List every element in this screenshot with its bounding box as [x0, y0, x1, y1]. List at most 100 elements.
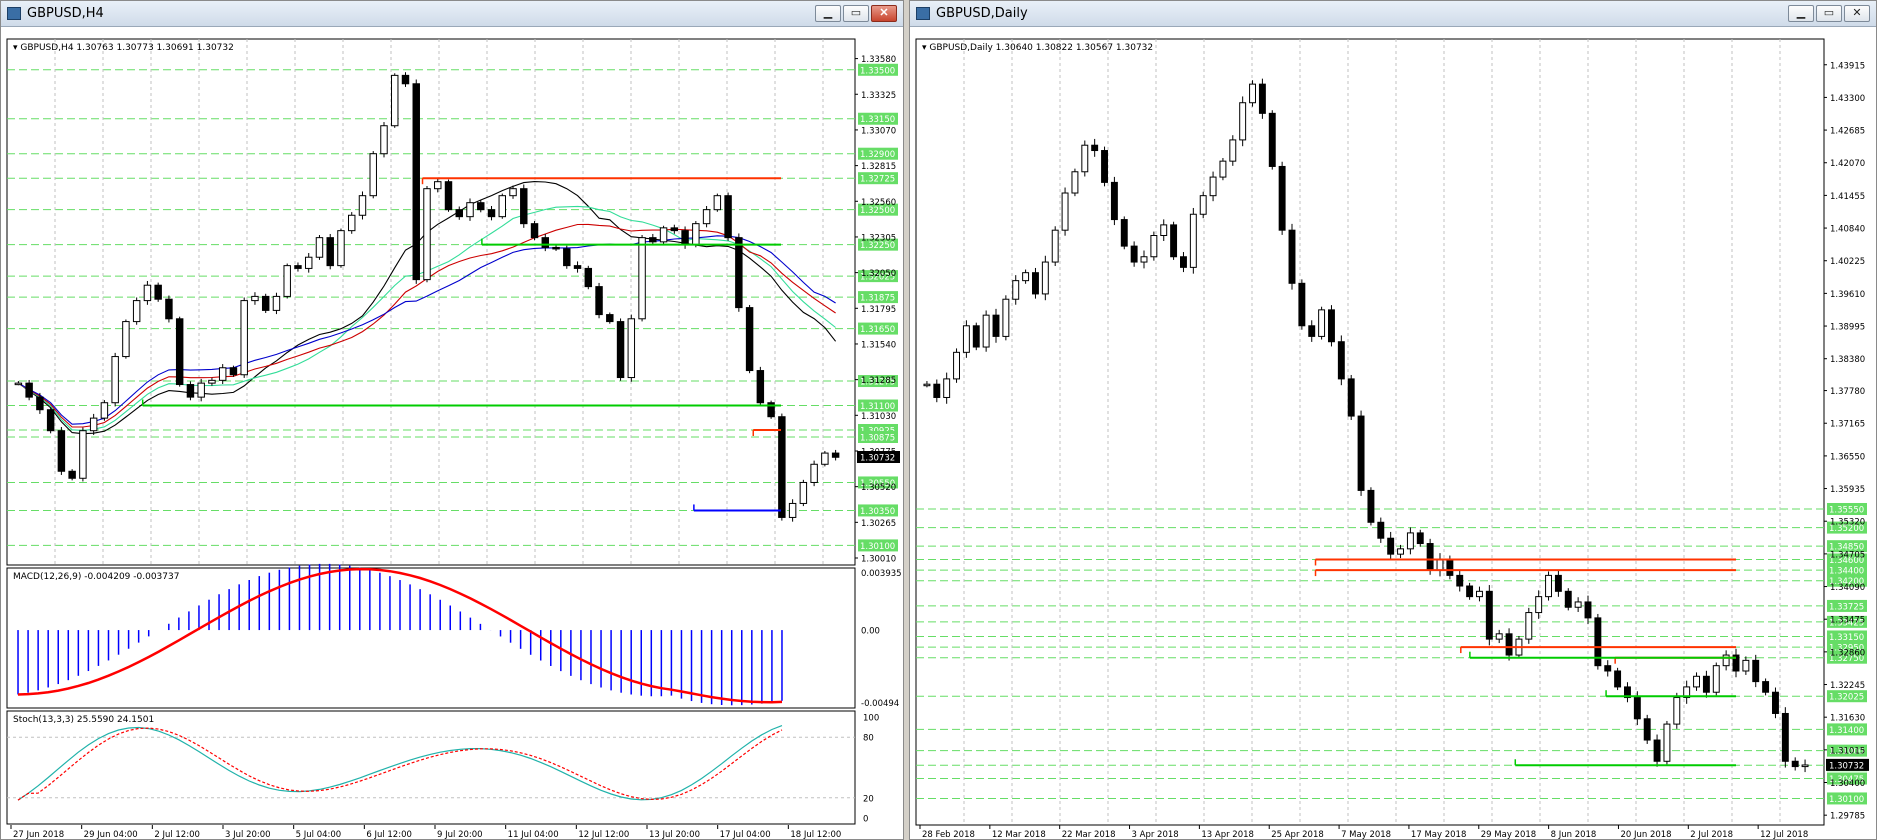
price-tick-label: 1.32305 [861, 233, 896, 243]
daily-window-title: GBPUSD,Daily [936, 6, 1028, 21]
candle-body [1525, 612, 1533, 640]
time-label: 29 May 2018 [1481, 830, 1536, 839]
time-label: 13 Jul 20:00 [649, 830, 700, 839]
candle-body [111, 356, 119, 404]
close-button[interactable]: ✕ [1844, 5, 1870, 22]
candle-body [218, 367, 227, 381]
price-tick-label: 1.43300 [1830, 94, 1865, 104]
stoch-tick-label: 80 [863, 734, 874, 744]
candle-body [79, 430, 87, 479]
candle-body [477, 202, 485, 211]
candle-body [552, 246, 560, 250]
candle-body [455, 209, 463, 218]
candle-body [487, 209, 496, 218]
price-tick-label: 1.40225 [1830, 257, 1865, 267]
maximize-button[interactable]: ▭ [843, 5, 869, 22]
candle-body [294, 265, 302, 269]
candle-body [1416, 532, 1424, 545]
candle-body [724, 195, 732, 239]
window-splitter[interactable] [904, 0, 909, 840]
level-label-bg [858, 63, 898, 76]
candle-body [1209, 176, 1217, 197]
maximize-button[interactable]: ▭ [1816, 5, 1842, 22]
h4-titlebar[interactable]: GBPUSD,H4 ▁ ▭ ✕ [1, 1, 903, 27]
price-tick-label: 1.33580 [861, 55, 896, 65]
candle-body [1505, 633, 1513, 656]
level-label: 1.32500 [860, 206, 895, 216]
level-label: 1.34600 [1829, 556, 1864, 566]
level-label: 1.33500 [860, 66, 895, 76]
level-label: 1.30100 [1829, 795, 1864, 805]
candle-body [434, 181, 442, 190]
price-tick-label: 1.30010 [861, 555, 896, 565]
candle-body [799, 481, 808, 504]
candle-body [1466, 585, 1474, 598]
level-label: 1.32900 [860, 150, 895, 160]
price-tick-label: 1.33070 [861, 126, 896, 136]
candle-body [466, 202, 474, 218]
candle-body [208, 379, 216, 384]
candle-body [261, 295, 270, 311]
minimize-button[interactable]: ▁ [815, 5, 841, 22]
candle-body [1041, 261, 1049, 295]
candle-body [444, 181, 453, 211]
candle-body [563, 248, 571, 267]
level-label: 1.35200 [1829, 524, 1864, 534]
level-label-bg [1827, 792, 1867, 805]
candle-body [154, 284, 162, 300]
candle-body [1387, 537, 1395, 555]
candle-body [1002, 298, 1010, 337]
candle-body [1742, 659, 1750, 672]
candle-body [1554, 574, 1562, 592]
candle-body [1584, 601, 1592, 619]
h4-chart-window[interactable]: GBPUSD,H4 ▁ ▭ ✕ 1.33500 1.33150 1.32900 1.3… [0, 0, 904, 840]
price-pane-frame [6, 38, 856, 566]
candle-body [606, 314, 614, 323]
candle-body [541, 237, 550, 248]
candle-body [186, 384, 195, 398]
close-button[interactable]: ✕ [871, 5, 897, 22]
minimize-button[interactable]: ▁ [1788, 5, 1814, 22]
candle-body [57, 430, 66, 472]
time-label: 27 Jun 2018 [13, 830, 64, 839]
level-label-bg [1827, 641, 1867, 654]
candle-body [1239, 102, 1247, 141]
candle-body [1772, 691, 1779, 714]
candle-body [1673, 697, 1681, 725]
level-label-bg [858, 375, 898, 388]
h4-chart[interactable]: 1.33500 1.33150 1.32900 1.32725 1.32500 1.322… [1, 27, 903, 839]
candle-body [831, 452, 840, 458]
level-label: 1.33150 [860, 115, 895, 125]
daily-chart[interactable]: 1.35550 1.35200 1.34850 1.346001.344001.342… [910, 27, 1876, 839]
level-label-bg [1827, 599, 1867, 612]
candle-body [380, 125, 388, 155]
price-pane-frame [915, 38, 1825, 826]
daily-chart-window[interactable]: GBPUSD,Daily ▁ ▭ ✕ 1.35550 1.35200 1.34850… [909, 0, 1877, 840]
daily-titlebar[interactable]: GBPUSD,Daily ▁ ▭ ✕ [910, 1, 1876, 27]
time-label: 18 Jul 12:00 [790, 830, 841, 839]
price-tick-label: 1.31030 [861, 412, 896, 422]
candle-body [1170, 224, 1178, 258]
candle-body [358, 195, 367, 216]
candle-body [1308, 325, 1316, 337]
candle-body [229, 367, 238, 376]
candle-body [1347, 378, 1355, 417]
price-tick-label: 1.29785 [1830, 812, 1865, 822]
level-label: 1.30475 [1829, 775, 1864, 785]
candle-body [1495, 633, 1503, 640]
candle-body [1781, 712, 1789, 762]
candle-body [251, 295, 259, 302]
candle-body [933, 383, 941, 398]
level-label: 1.30100 [860, 542, 895, 552]
price-tick-label: 1.31540 [861, 340, 896, 350]
candle-body [175, 318, 184, 386]
level-label: 1.30550 [860, 479, 895, 489]
candle-body [1081, 144, 1089, 173]
level-label-bg [858, 112, 898, 125]
candle-body [14, 382, 23, 386]
price-tick-label: 1.30400 [1830, 779, 1865, 789]
stoch-tick-label: 20 [863, 794, 874, 804]
candle-body [326, 237, 334, 267]
candle-body [1061, 192, 1069, 231]
time-label: 25 Apr 2018 [1271, 830, 1324, 839]
